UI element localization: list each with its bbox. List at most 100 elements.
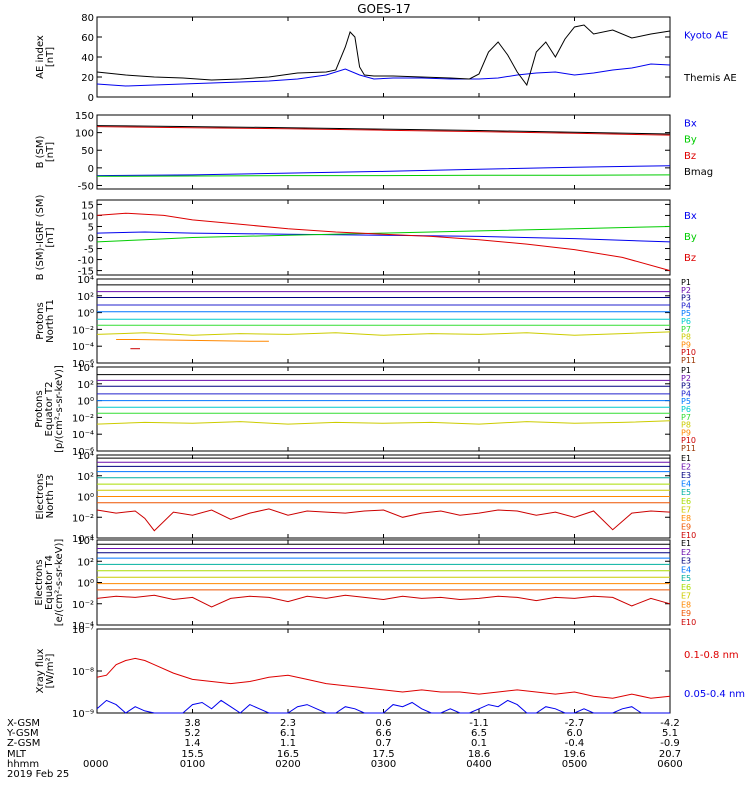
footer-value: 5.2 — [185, 728, 201, 739]
legend-label: P3 — [681, 294, 691, 303]
legend-label: P5 — [681, 397, 691, 406]
legend-label: E10 — [681, 531, 696, 540]
series-line — [96, 126, 671, 136]
legend-label: E9 — [681, 609, 691, 618]
y-axis-label: [e/(cm²-s-sr-keV)] — [54, 539, 65, 627]
y-tick-label: -10 — [78, 256, 94, 267]
panel-frame — [96, 628, 671, 714]
footer-value: 5.1 — [662, 728, 678, 739]
legend-label: P3 — [681, 382, 691, 391]
y-tick-label: 10⁻² — [72, 513, 94, 524]
y-tick-label: 10⁻² — [72, 413, 94, 424]
y-axis-label: [W/m²] — [45, 653, 56, 688]
y-axis-label: B (SM) — [35, 135, 46, 168]
legend-label: E7 — [681, 505, 691, 514]
y-tick-label: 10² — [77, 472, 94, 483]
legend-label: E3 — [681, 471, 691, 480]
y-tick-label: 10⁻² — [72, 325, 94, 336]
footer-value: 6.5 — [471, 728, 487, 739]
footer-row-label: 2019 Feb 25 — [7, 769, 69, 780]
legend-label: E8 — [681, 514, 691, 523]
footer-value: -1.1 — [469, 718, 489, 729]
y-tick-label: 10⁻⁴ — [72, 342, 94, 353]
y-axis-label: North T3 — [45, 475, 56, 519]
footer-value: 17.5 — [372, 749, 394, 760]
legend-label: E1 — [681, 454, 691, 463]
y-axis-label: Equator T4 — [44, 555, 55, 610]
legend-label: P10 — [681, 348, 696, 357]
y-tick-label: 150 — [75, 111, 94, 122]
series-line — [96, 174, 671, 177]
footer-value: -2.7 — [565, 718, 585, 729]
footer-value: 18.6 — [468, 749, 490, 760]
legend-label: E5 — [681, 574, 691, 583]
legend-label: P10 — [681, 436, 696, 445]
series-line — [96, 24, 671, 87]
legend-label: P4 — [681, 301, 691, 310]
series-line — [96, 63, 671, 87]
y-axis-label: Protons — [35, 302, 46, 339]
series-line — [96, 212, 671, 272]
series-line — [96, 226, 671, 243]
legend-label: P8 — [681, 333, 691, 342]
y-tick-label: 50 — [81, 146, 94, 157]
footer-value: 0.7 — [376, 738, 392, 749]
legend-label: P11 — [681, 356, 696, 365]
legend-label: E4 — [681, 565, 691, 574]
y-tick-label: 10⁻⁶ — [72, 447, 94, 458]
footer-value: 16.5 — [277, 749, 299, 760]
series-line — [96, 594, 671, 608]
y-tick-label: 20 — [81, 73, 94, 84]
panel-frame — [96, 366, 671, 452]
legend-label: P1 — [681, 278, 691, 287]
y-tick-label: 10⁴ — [77, 363, 94, 374]
y-tick-label: 15 — [81, 200, 94, 211]
y-axis-label: [nT] — [45, 227, 56, 247]
y-tick-label: 10⁻⁸ — [72, 667, 94, 678]
legend-label: E2 — [681, 463, 691, 472]
panel-8: 10⁻⁷ 10⁻⁸ 10⁻⁹ Xray flux [W/m²] 0.1-0.8 nm 0.0… — [35, 625, 745, 720]
y-axis-label: [p/(cm²-s-sr-keV)] — [54, 365, 65, 453]
figure-title: GOES-17 — [357, 2, 411, 16]
footer-value: 0200 — [275, 759, 300, 770]
footer-row-label: Z-GSM — [7, 738, 40, 749]
y-tick-label: 10⁻⁴ — [72, 621, 94, 632]
legend-label: P2 — [681, 374, 691, 383]
y-tick-label: 10⁻⁴ — [72, 430, 94, 441]
y-tick-label: 10⁻⁷ — [72, 625, 94, 636]
panel-1: 0 20 40 60 80 AE index [nT] Kyoto AE Themis AE — [35, 13, 737, 104]
y-tick-label: 0 — [88, 93, 94, 104]
y-tick-label: 10⁻² — [72, 600, 94, 611]
y-tick-label: 10⁻⁹ — [72, 709, 94, 720]
y-axis-label: [nT] — [45, 47, 56, 67]
y-axis-label: Electrons — [34, 559, 45, 605]
series-line — [96, 231, 671, 243]
panel-7: 10⁴ 10² 10⁰ 10⁻² 10⁻⁴ Electrons Equator T4 [e/(… — [34, 536, 696, 632]
y-tick-label: 60 — [81, 33, 94, 44]
legend-label: 0.05-0.4 nm — [684, 689, 745, 700]
series-line — [96, 125, 671, 135]
footer-row-label: hhmm — [7, 759, 39, 770]
legend-label: 0.1-0.8 nm — [684, 650, 739, 661]
legend-label: P6 — [681, 317, 691, 326]
panel-2: -50 0 50 100 150 B (SM) [nT] Bx By Bz Bmag — [35, 111, 713, 192]
footer-row-label: X-GSM — [7, 718, 40, 729]
legend-label: P11 — [681, 444, 696, 453]
y-axis-label: AE index — [35, 35, 46, 79]
y-tick-label: -5 — [84, 245, 94, 256]
y-tick-label: 0 — [88, 234, 94, 245]
legend-label: E1 — [681, 539, 691, 548]
legend-label: E9 — [681, 522, 691, 531]
y-tick-label: 10⁴ — [77, 275, 94, 286]
legend-label: Kyoto AE — [684, 31, 728, 42]
legend-label: P8 — [681, 421, 691, 430]
series-line — [96, 508, 671, 532]
series-line — [96, 420, 671, 425]
footer-value: 6.6 — [376, 728, 392, 739]
footer-value: 20.7 — [659, 749, 681, 760]
footer-value: -0.4 — [565, 738, 585, 749]
